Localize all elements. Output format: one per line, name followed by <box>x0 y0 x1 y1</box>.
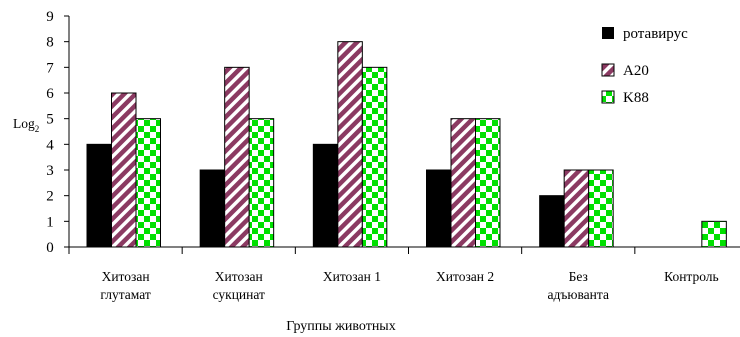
x-tick-label: Хитозан 1 <box>323 269 381 284</box>
bar-ротавирус <box>539 195 565 248</box>
x-tick-label: глутамат <box>100 287 150 302</box>
bar-ротавирус <box>86 143 112 248</box>
bar-a20 <box>111 92 137 248</box>
bar-k88 <box>701 220 727 248</box>
bar-ротавирус <box>426 169 452 248</box>
y-tick-label: 9 <box>46 9 54 25</box>
x-tick-label: сукцинат <box>213 287 265 302</box>
y-tick-label: 3 <box>46 163 54 179</box>
bar-k88 <box>248 118 275 248</box>
bar-k88 <box>135 118 161 248</box>
bar-a20 <box>563 169 590 248</box>
bar-a20 <box>224 66 250 248</box>
y-tick-label: 4 <box>46 137 54 153</box>
legend-swatch <box>602 27 614 39</box>
y-axis-ticks: 0 1 2 3 4 5 6 7 8 9 <box>46 9 69 256</box>
bar-a20 <box>450 118 476 248</box>
x-tick-label: Хитозан <box>215 269 263 284</box>
bar-k88 <box>588 169 614 248</box>
x-tick-label: Хитозан <box>102 269 150 284</box>
y-tick-label: 2 <box>46 189 54 205</box>
axes <box>68 16 740 254</box>
y-tick-label: 0 <box>46 240 54 256</box>
legend-label: A20 <box>623 63 649 79</box>
x-tick-label: Контроль <box>664 269 719 284</box>
bar-ротавирус <box>312 143 339 248</box>
bar-ротавирус <box>199 169 226 248</box>
bar-k88 <box>475 118 501 248</box>
bar-k88 <box>361 66 388 248</box>
legend: ротавирус A20 K88 <box>601 26 688 106</box>
legend-label: ротавирус <box>623 26 688 42</box>
x-tick-label: адъюванта <box>548 287 609 302</box>
y-tick-label: 5 <box>46 112 54 128</box>
category-labels: Хитозан глутамат Хитозан сукцинат Хитозан 1 Х… <box>100 269 718 302</box>
y-axis-label: Log2 <box>13 116 39 134</box>
y-tick-label: 6 <box>46 86 54 102</box>
legend-swatch <box>601 90 615 104</box>
x-tick-label: Хитозан 2 <box>436 269 494 284</box>
legend-swatch <box>601 63 615 77</box>
y-tick-label: 8 <box>46 35 54 51</box>
x-axis-label: Группы животных <box>286 319 395 334</box>
bar-a20 <box>337 41 363 248</box>
legend-label: K88 <box>623 90 649 106</box>
y-tick-label: 1 <box>46 214 54 230</box>
y-tick-label: 7 <box>46 60 54 76</box>
x-tick-label: Без <box>569 269 588 284</box>
